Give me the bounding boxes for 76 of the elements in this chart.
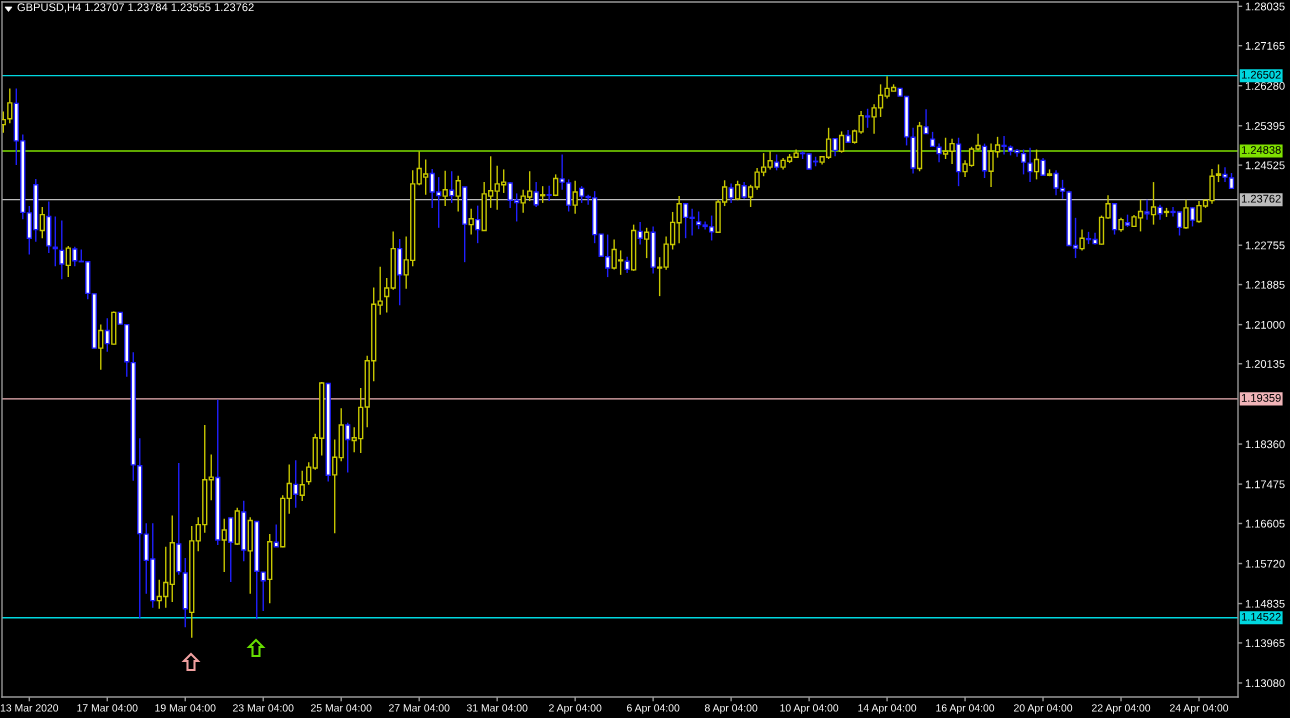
x-tick-label: 22 Apr 04:00 xyxy=(1092,704,1151,714)
candlestick xyxy=(98,323,104,371)
y-tick-label: 1.26280 xyxy=(1245,81,1285,90)
ref-line-label: 1.19359 xyxy=(1241,393,1281,402)
y-tick-label: 1.27165 xyxy=(1245,41,1285,50)
x-tick-label: 25 Mar 04:00 xyxy=(311,704,372,712)
candlestick xyxy=(293,459,299,509)
candlestick xyxy=(1001,135,1007,156)
ref-line-label: 1.26502 xyxy=(1241,70,1281,79)
candlestick xyxy=(1183,199,1189,230)
ref-line-label: 1.24838 xyxy=(1241,146,1281,154)
y-tick-label: 1.21000 xyxy=(1245,320,1285,329)
x-tick-label: 6 Apr 04:00 xyxy=(627,704,680,714)
candlestick xyxy=(72,246,78,267)
candlestick xyxy=(643,227,650,259)
candlestick xyxy=(838,130,845,154)
candlestick xyxy=(1144,199,1150,221)
candlestick xyxy=(65,245,71,278)
x-tick-label: 19 Mar 04:00 xyxy=(155,704,216,712)
candlestick xyxy=(221,518,227,573)
candlestick xyxy=(332,438,338,534)
candlestick xyxy=(260,571,266,612)
candlestick xyxy=(384,277,390,314)
y-tick-label: 1.15720 xyxy=(1245,559,1285,568)
ref-line-label: 1.23762 xyxy=(1241,194,1281,203)
candlestick xyxy=(59,219,65,281)
x-tick-label: 10 Apr 04:00 xyxy=(780,704,839,714)
candlestick xyxy=(923,108,929,135)
candlestick xyxy=(7,87,13,124)
candlestick xyxy=(533,181,539,208)
x-tick-label: 16 Apr 04:00 xyxy=(936,704,995,714)
x-tick-label: 14 Apr 04:00 xyxy=(858,704,917,714)
ref-line-label: 1.14522 xyxy=(1241,612,1281,621)
x-tick-label: 13 Mar 2020 xyxy=(0,704,59,712)
candlestick xyxy=(936,142,942,163)
candlestick xyxy=(1033,148,1040,181)
candlestick xyxy=(1079,228,1085,252)
candlestick xyxy=(377,266,383,316)
y-tick-label: 1.16605 xyxy=(1245,519,1285,528)
y-tick-label: 1.13965 xyxy=(1245,639,1285,648)
candlestick xyxy=(306,461,312,486)
candlestick xyxy=(728,182,734,204)
candlestick xyxy=(864,108,871,129)
x-tick-label: 23 Mar 04:00 xyxy=(233,704,294,712)
x-tick-label: 31 Mar 04:00 xyxy=(466,704,528,712)
y-tick-label: 1.21885 xyxy=(1245,280,1285,289)
candlestick xyxy=(286,463,292,515)
x-tick-label: 8 Apr 04:00 xyxy=(704,704,758,714)
candlestick xyxy=(299,470,305,502)
x-tick-label: 20 Apr 04:00 xyxy=(1014,704,1073,714)
candlestick xyxy=(572,180,578,215)
candlestick xyxy=(345,422,351,474)
y-tick-label: 1.24525 xyxy=(1245,161,1285,170)
candlestick xyxy=(1150,181,1157,226)
y-tick-label: 1.28035 xyxy=(1245,2,1285,11)
y-tick-label: 1.20135 xyxy=(1245,360,1285,368)
y-tick-label: 1.22755 xyxy=(1245,241,1285,250)
x-tick-label: 2 Apr 04:00 xyxy=(549,704,602,714)
y-tick-label: 1.25395 xyxy=(1245,122,1285,130)
chart-title: GBPUSD,H4 1.23707 1.23784 1.23555 1.23762 xyxy=(17,3,254,13)
candlestick xyxy=(475,204,481,244)
x-tick-label: 24 Apr 04:00 xyxy=(1170,704,1229,714)
candlestick xyxy=(208,453,214,501)
x-tick-label: 27 Mar 04:00 xyxy=(389,704,450,712)
y-tick-label: 1.13080 xyxy=(1245,679,1285,688)
x-tick-label: 17 Mar 04:00 xyxy=(77,704,138,712)
y-tick-label: 1.17475 xyxy=(1245,480,1285,489)
y-tick-label: 1.18360 xyxy=(1245,440,1285,449)
candlestick xyxy=(455,175,461,213)
candlestick xyxy=(468,208,474,236)
y-tick-label: 1.14835 xyxy=(1245,599,1285,608)
candlestick xyxy=(104,317,110,353)
candlestick xyxy=(39,206,45,239)
candlestick xyxy=(442,170,448,207)
candlestick xyxy=(546,185,552,202)
candlestick xyxy=(637,221,643,246)
